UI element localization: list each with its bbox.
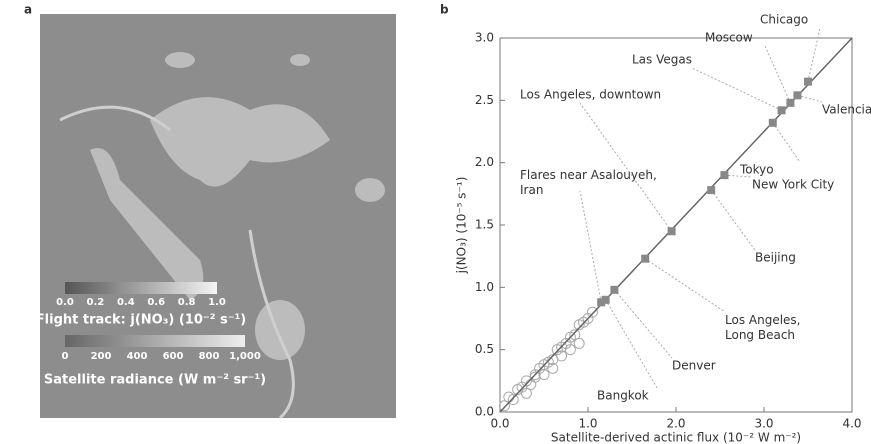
y-tick-label: 2.0 [475,155,494,169]
leader-line [807,27,821,82]
colorbar-tick-label: 0.2 [87,297,105,308]
data-point [601,295,610,304]
data-point [793,91,802,100]
x-tick-label: 4.0 [842,417,861,431]
colorbar-tick-label: 200 [91,351,112,362]
y-axis-title: j(NO₃) (10⁻⁵ s⁻¹) [455,177,469,275]
leader-line [797,94,823,103]
point-label: Chicago [760,13,808,27]
colorbar-tick-label: 0.4 [117,297,135,308]
x-tick-label: 3.0 [754,417,773,431]
point-label: Las Vegas [632,53,692,67]
data-point [573,337,585,349]
x-tick-label: 2.0 [666,417,685,431]
leader-line [614,289,673,359]
data-point [569,329,581,341]
point-label: Valencia [822,103,871,117]
point-label: Denver [672,359,716,373]
colorbar-tick-label: 400 [127,351,148,362]
leader-line [724,174,753,178]
data-point [804,77,812,86]
point-label: Beijing [755,251,796,265]
colorbar-tick-label: 0.0 [56,297,74,308]
y-tick-label: 2.5 [475,93,494,107]
data-point [586,306,598,318]
data-point [720,171,729,180]
leader-line [764,45,791,104]
panel-label: b [440,3,449,17]
leader-line [772,122,801,163]
data-point [786,98,795,107]
colorbar-title: Satellite radiance (W m⁻² sr⁻¹) [44,373,266,388]
y-tick-label: 0.0 [475,405,494,419]
leader-line [691,67,782,111]
y-tick-label: 1.5 [475,218,494,232]
point-label: Moscow [705,31,753,45]
leader-line [579,190,602,303]
leader-line [644,258,726,313]
colorbar-tick-label: 1.0 [208,297,226,308]
data-point [610,285,619,294]
point-label: New York City [752,178,834,192]
leader-line [710,189,756,251]
data-point [777,106,786,115]
x-tick-label: 1.0 [578,417,597,431]
colorbar-tick-label: 0.8 [178,297,196,308]
leader-line [605,299,658,389]
data-point [498,400,510,412]
colorbar-tick-label: 600 [163,351,184,362]
x-axis-title: Satellite-derived actinic flux (10⁻² W m… [551,431,801,444]
data-point [707,186,716,195]
colorbar-tick-label: 1,000 [229,351,261,362]
point-label: Flares near Asalouyeh, Iran [520,168,657,197]
y-tick-label: 1.0 [475,280,494,294]
point-label: Tokyo [739,163,774,177]
y-tick-label: 0.5 [475,342,494,356]
data-point [507,394,519,406]
colorbar-1 [65,282,217,294]
x-tick-label: 0.0 [490,417,509,431]
data-point [667,227,676,236]
map-image [40,14,396,418]
point-label: Los Angeles, Long Beach [725,313,800,342]
point-label: Los Angeles, downtown [520,88,661,102]
data-point [556,350,568,362]
data-point [641,254,650,263]
data-point [520,387,532,399]
colorbar-2 [65,335,245,347]
data-point [564,344,576,356]
data-point [547,362,559,374]
colorbar-tick-label: 800 [199,351,220,362]
colorbar-tick-label: 0 [62,351,69,362]
panel-label: a [24,3,32,17]
data-point [597,298,606,307]
data-point [768,118,777,127]
map-features [59,52,385,420]
data-point [529,371,541,383]
point-label: Bangkok [597,389,649,403]
colorbar-title: Flight track: j(NO₃) (10⁻² s⁻¹) [36,313,246,328]
colorbar-tick-label: 0.6 [147,297,165,308]
y-tick-label: 3.0 [475,31,494,45]
